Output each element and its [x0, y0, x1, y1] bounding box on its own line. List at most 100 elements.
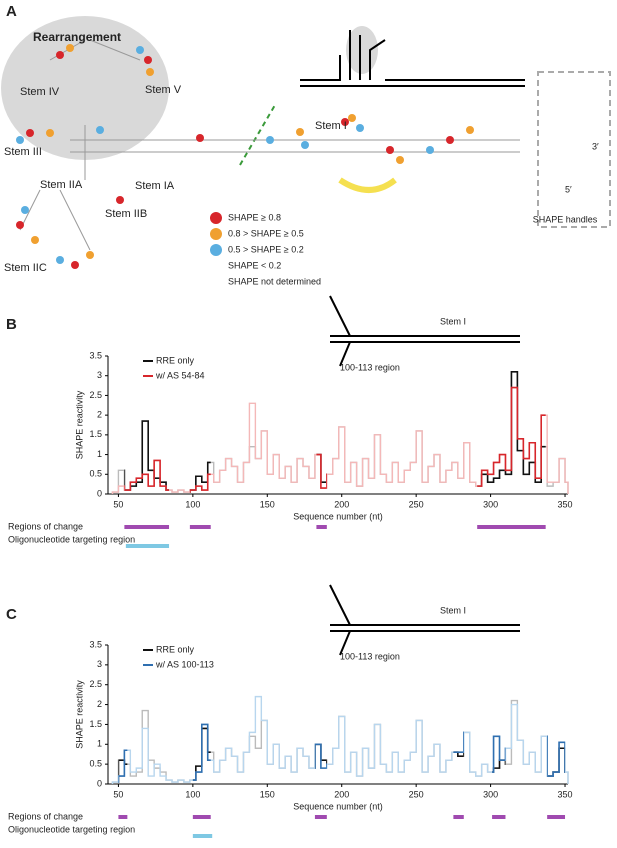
- legend-text: 0.8 > SHAPE ≥ 0.5: [228, 228, 304, 238]
- y-tick-label: 2: [97, 699, 102, 709]
- rearrangement-highlight: [1, 16, 169, 160]
- nucleotide: [136, 46, 144, 54]
- series-line: [118, 695, 566, 784]
- x-tick-label: 200: [334, 789, 349, 799]
- stem-label: Stem IIA: [40, 179, 83, 191]
- region-bar: [316, 525, 327, 529]
- y-tick-label: 2.5: [89, 390, 102, 400]
- inset-structure: [300, 30, 525, 87]
- panel-label: B: [6, 316, 17, 333]
- x-tick-label: 150: [260, 499, 275, 509]
- region-bar: [492, 815, 506, 819]
- y-tick-label: 1.5: [89, 429, 102, 439]
- legend-text: SHAPE ≥ 0.8: [228, 212, 281, 222]
- nucleotide: [426, 146, 434, 154]
- nucleotide: [301, 141, 309, 149]
- y-tick-label: 3.5: [89, 639, 102, 649]
- nucleotide: [116, 196, 124, 204]
- nucleotide: [196, 134, 204, 142]
- legend-text: RRE only: [156, 644, 195, 654]
- nucleotide: [16, 221, 24, 229]
- x-tick-label: 150: [260, 789, 275, 799]
- stem-label: Stem IV: [20, 86, 60, 98]
- stem-label: Stem IA: [135, 180, 175, 192]
- regions-label: Regions of change: [8, 811, 83, 821]
- inset-label: 100-113 region: [340, 651, 400, 661]
- x-tick-label: 300: [483, 789, 498, 799]
- x-tick-label: 250: [409, 789, 424, 799]
- region-bar: [453, 815, 464, 819]
- oligo-arc: [338, 177, 397, 193]
- y-tick-label: 0.5: [89, 759, 102, 769]
- stem-label: Stem IIB: [105, 208, 147, 220]
- legend-text: RRE only: [156, 355, 195, 365]
- oligo-label: Oligonucleotide targeting region: [8, 534, 135, 544]
- rearrangement-label: Rearrangement: [33, 30, 121, 44]
- oligo-bar: [125, 544, 170, 548]
- oligo-bar: [192, 834, 213, 838]
- three-prime: 3′: [592, 141, 599, 151]
- legend-text: SHAPE < 0.2: [228, 260, 281, 270]
- nucleotide: [56, 51, 64, 59]
- shape-legend: SHAPE ≥ 0.8 0.8 > SHAPE ≥ 0.5 0.5 > SHAPE …: [210, 212, 321, 286]
- nucleotide: [144, 56, 152, 64]
- nucleotide: [446, 136, 454, 144]
- series-line: [124, 370, 546, 494]
- nucleotide: [71, 261, 79, 269]
- legend-dot: [210, 244, 222, 256]
- region-bar: [118, 815, 128, 819]
- y-tick-label: 3: [97, 659, 102, 669]
- inset-label: Stem I: [440, 316, 466, 326]
- nucleotide: [96, 126, 104, 134]
- x-tick-label: 350: [558, 789, 573, 799]
- panel-label: A: [6, 3, 17, 20]
- stem-label: Stem I: [315, 120, 347, 132]
- region-bar: [189, 525, 211, 529]
- x-tick-label: 50: [113, 499, 123, 509]
- legend-text: w/ AS 54-84: [155, 370, 205, 380]
- x-tick-label: 50: [113, 789, 123, 799]
- x-tick-label: 350: [558, 499, 573, 509]
- nucleotide: [56, 256, 64, 264]
- handles-box: [537, 71, 611, 228]
- y-tick-label: 3: [97, 370, 102, 380]
- x-tick-label: 250: [409, 499, 424, 509]
- nucleotide: [296, 128, 304, 136]
- inset-structure: [329, 584, 520, 656]
- y-tick-label: 0: [97, 488, 102, 498]
- nucleotide: [386, 146, 394, 154]
- nucleotide: [31, 236, 39, 244]
- nucleotide: [66, 44, 74, 52]
- y-tick-label: 1: [97, 449, 102, 459]
- x-tick-label: 100: [185, 499, 200, 509]
- nucleotide: [466, 126, 474, 134]
- regions-label: Regions of change: [8, 521, 83, 531]
- y-axis-label: SHAPE reactivity: [74, 680, 84, 749]
- panel-label: C: [6, 606, 17, 623]
- inset-label: Stem I: [440, 605, 466, 615]
- y-tick-label: 3.5: [89, 350, 102, 360]
- legend-dot: [210, 228, 222, 240]
- y-tick-label: 2.5: [89, 679, 102, 689]
- x-axis-label: Sequence number (nt): [293, 801, 383, 811]
- oligo-label: Oligonucleotide targeting region: [8, 824, 135, 834]
- y-axis-label: SHAPE reactivity: [74, 390, 84, 459]
- y-tick-label: 0: [97, 778, 102, 788]
- region-bar: [192, 815, 211, 819]
- x-tick-label: 300: [483, 499, 498, 509]
- nucleotide: [356, 124, 364, 132]
- region-bar: [124, 525, 170, 529]
- nucleotide: [46, 129, 54, 137]
- region-bar: [477, 525, 546, 529]
- nucleotide: [146, 68, 154, 76]
- nucleotide: [396, 156, 404, 164]
- x-tick-label: 200: [334, 499, 349, 509]
- region-bar: [547, 815, 566, 819]
- nucleotide: [16, 136, 24, 144]
- y-tick-label: 2: [97, 410, 102, 420]
- nucleotide: [341, 118, 349, 126]
- nucleotide: [21, 206, 29, 214]
- region-bar: [314, 815, 327, 819]
- x-axis-label: Sequence number (nt): [293, 511, 383, 521]
